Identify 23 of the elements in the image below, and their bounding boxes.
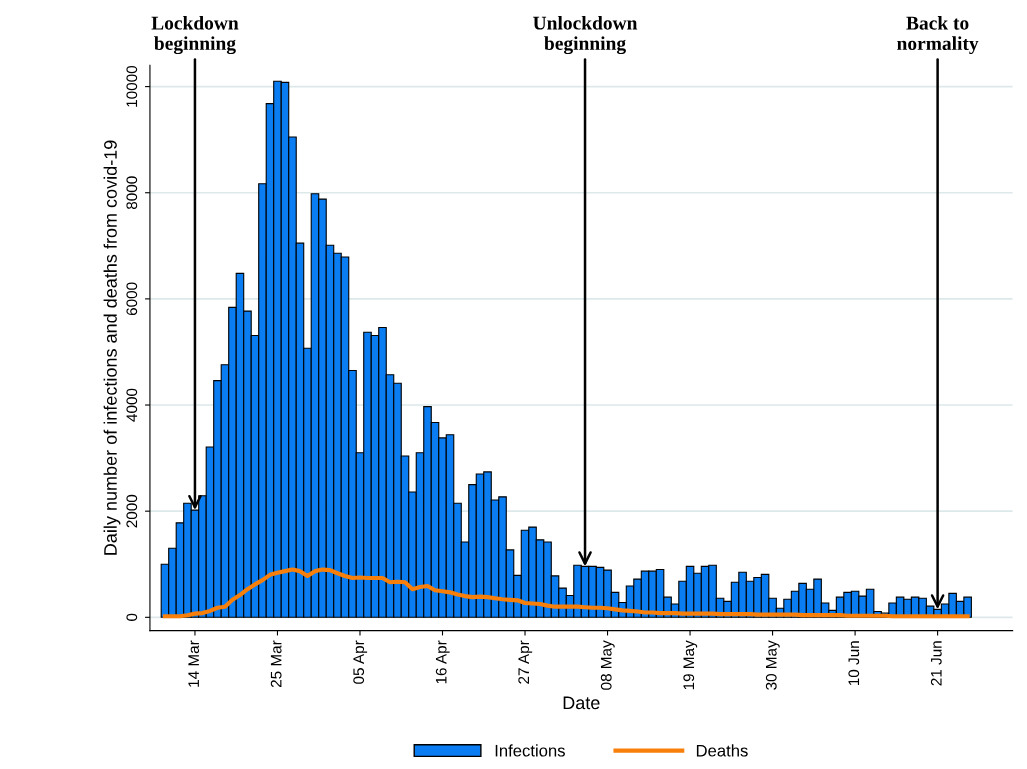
x-tick-label: 25 Mar	[270, 640, 282, 688]
y-tick-label: 6000	[126, 282, 138, 316]
y-tick-label: 4000	[126, 388, 138, 422]
y-axis-title: Daily number of infections and deaths from covid-19	[103, 140, 121, 555]
y-tick-label: 2000	[126, 494, 138, 528]
x-axis-title: Date	[563, 696, 600, 710]
x-tick-label: 08 May	[600, 640, 615, 690]
x-tick-label: 27 Apr	[518, 640, 533, 684]
y-tick-label: 8000	[126, 176, 138, 210]
annotation: Back to normality	[897, 16, 979, 55]
annotation: Unlockdown beginning	[533, 15, 638, 55]
x-tick-label: 30 May	[765, 640, 780, 690]
x-tick-label: 19 May	[683, 640, 698, 690]
x-tick-label: 05 Apr	[353, 640, 368, 684]
annotation: Lockdown beginning	[151, 15, 239, 55]
y-tick-label: 0	[126, 613, 138, 621]
x-tick-label: 14 Mar	[188, 640, 200, 687]
legend-label: Deaths	[696, 744, 748, 757]
x-tick-label: 21 Jun	[930, 641, 942, 686]
legend-label: Infections	[495, 744, 565, 757]
x-tick-label: 10 Jun	[848, 641, 860, 685]
y-tick-label: 10000	[126, 65, 138, 107]
x-tick-label: 16 Apr	[435, 640, 450, 684]
